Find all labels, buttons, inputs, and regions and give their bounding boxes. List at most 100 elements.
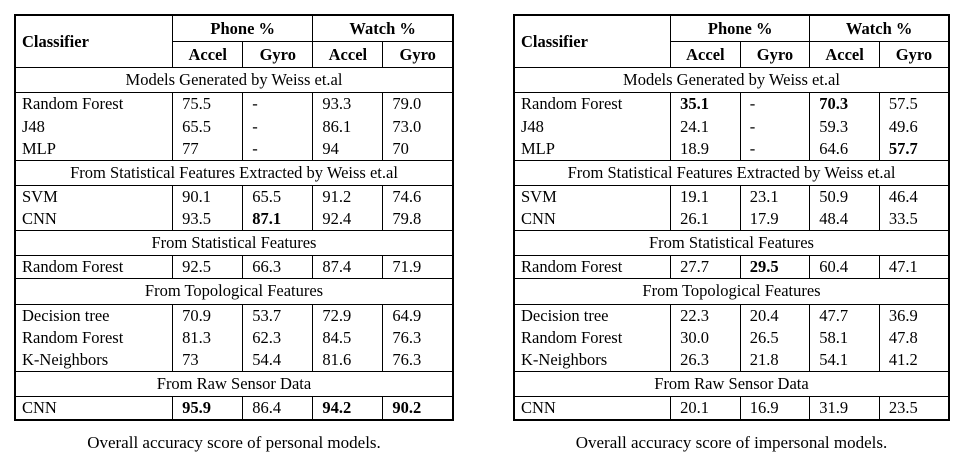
value-cell: 64.6 xyxy=(809,137,880,161)
value-cell: 20.4 xyxy=(739,304,811,327)
data-row: Random Forest 81.3 62.3 84.5 76.3 xyxy=(14,326,454,349)
value-cell: 73 xyxy=(172,348,244,372)
value-cell: 35.1 xyxy=(670,92,741,116)
value-cell: 84.5 xyxy=(312,326,384,349)
accel-column-header-0: Accel xyxy=(172,41,244,69)
data-row: Random Forest 30.0 26.5 58.1 47.8 xyxy=(513,326,950,349)
classifier-name-cell: MLP xyxy=(513,137,672,161)
personal-models-block: Classifier Phone % Watch % Accel Gyro Accel Gy… xyxy=(14,14,454,453)
value-cell: 26.3 xyxy=(670,348,741,372)
classifier-name-cell: K-Neighbors xyxy=(513,348,672,372)
section-title: From Statistical Features xyxy=(14,230,454,257)
section-title: Models Generated by Weiss et.al xyxy=(14,67,454,94)
classifier-name-cell: Random Forest xyxy=(513,92,672,116)
classifier-name-cell: J48 xyxy=(513,115,672,138)
value-cell: 30.0 xyxy=(670,326,741,349)
section-title: From Statistical Features xyxy=(513,230,950,257)
accel-column-header-2: Accel xyxy=(312,41,384,69)
value-cell: 86.4 xyxy=(242,396,314,421)
header-row-groups: Classifier Phone % Watch % xyxy=(14,14,454,69)
value-cell: 27.7 xyxy=(670,255,741,279)
gyro-column-header-3: Gyro xyxy=(878,41,950,69)
header-row-subcols: Accel Gyro Accel Gyro xyxy=(15,41,454,69)
value-cell: 70.9 xyxy=(172,304,244,327)
value-cell: 62.3 xyxy=(242,326,314,349)
classifier-name-cell: SVM xyxy=(513,185,672,208)
value-cell: 36.9 xyxy=(878,304,950,327)
impersonal-models-table: Classifier Phone % Watch % Accel Gyro Accel Gy… xyxy=(513,14,950,422)
value-cell: - xyxy=(242,115,314,138)
watch-group-header: Watch % xyxy=(809,14,950,43)
classifier-name-cell: Decision tree xyxy=(513,304,672,327)
value-cell: 76.3 xyxy=(382,326,454,349)
section-header-row: From Raw Sensor Data xyxy=(14,370,454,398)
classifier-name-cell: CNN xyxy=(513,396,672,421)
data-row: MLP 77-94 70 xyxy=(14,137,454,161)
value-cell: - xyxy=(242,92,314,116)
data-row: J48 24.1-59.3 49.6 xyxy=(513,115,950,138)
value-cell: 31.9 xyxy=(809,396,880,421)
value-cell: 49.6 xyxy=(878,115,950,138)
data-row: Random Forest 27.7 29.5 60.4 47.1 xyxy=(513,255,950,279)
value-cell: 71.9 xyxy=(382,255,454,279)
gyro-column-header-3: Gyro xyxy=(382,41,454,69)
value-cell: 95.9 xyxy=(172,396,244,421)
gyro-column-header-1: Gyro xyxy=(242,41,314,69)
value-cell: - xyxy=(739,115,811,138)
value-cell: 47.1 xyxy=(878,255,950,279)
value-cell: 54.4 xyxy=(242,348,314,372)
classifier-name-cell: CNN xyxy=(513,208,672,231)
value-cell: 73.0 xyxy=(382,115,454,138)
value-cell: 26.5 xyxy=(739,326,811,349)
header-row-groups: Classifier Phone % Watch % xyxy=(513,14,950,69)
value-cell: 19.1 xyxy=(670,185,741,208)
classifier-name-cell: Random Forest xyxy=(513,255,672,279)
personal-models-caption: Overall accuracy score of personal model… xyxy=(87,433,381,453)
value-cell: 33.5 xyxy=(878,208,950,231)
classifier-name-cell: CNN xyxy=(14,208,174,231)
classifier-column-header: Classifier xyxy=(513,14,672,69)
value-cell: 26.1 xyxy=(670,208,741,231)
value-cell: 18.9 xyxy=(670,137,741,161)
data-row: K-Neighbors 73 54.4 81.6 76.3 xyxy=(14,348,454,372)
section-header-row: From Statistical Features Extracted by W… xyxy=(14,159,454,186)
value-cell: 72.9 xyxy=(312,304,384,327)
data-row: CNN 20.1 16.9 31.9 23.5 xyxy=(513,396,950,421)
data-row: K-Neighbors 26.3 21.8 54.1 41.2 xyxy=(513,348,950,372)
classifier-name-cell: Decision tree xyxy=(14,304,174,327)
classifier-name-cell: Random Forest xyxy=(14,92,174,116)
value-cell: 60.4 xyxy=(809,255,880,279)
section-header-row: From Raw Sensor Data xyxy=(513,370,950,398)
section-title: From Topological Features xyxy=(513,278,950,305)
value-cell: 76.3 xyxy=(382,348,454,372)
data-row: J48 65.5-86.1 73.0 xyxy=(14,115,454,138)
section-header-row: Models Generated by Weiss et.al xyxy=(513,67,950,94)
value-cell: 87.4 xyxy=(312,255,384,279)
value-cell: 93.3 xyxy=(312,92,384,116)
section-header-row: From Statistical Features xyxy=(513,230,950,257)
section-header-row: From Topological Features xyxy=(513,278,950,305)
value-cell: 22.3 xyxy=(670,304,741,327)
value-cell: 79.8 xyxy=(382,208,454,231)
phone-group-header: Phone % xyxy=(670,14,811,43)
section-header-row: From Topological Features xyxy=(14,278,454,305)
classifier-name-cell: Random Forest xyxy=(14,255,174,279)
value-cell: 47.7 xyxy=(809,304,880,327)
value-cell: 54.1 xyxy=(809,348,880,372)
section-header-row: Models Generated by Weiss et.al xyxy=(14,67,454,94)
value-cell: 90.1 xyxy=(172,185,244,208)
value-cell: 92.5 xyxy=(172,255,244,279)
value-cell: 87.1 xyxy=(242,208,314,231)
data-row: CNN 93.5 87.1 92.4 79.8 xyxy=(14,208,454,231)
watch-group-header: Watch % xyxy=(312,14,454,43)
value-cell: 23.5 xyxy=(878,396,950,421)
value-cell: 75.5 xyxy=(172,92,244,116)
value-cell: 64.9 xyxy=(382,304,454,327)
data-row: Random Forest 35.1-70.3 57.5 xyxy=(513,92,950,116)
value-cell: 47.8 xyxy=(878,326,950,349)
value-cell: 53.7 xyxy=(242,304,314,327)
value-cell: - xyxy=(242,137,314,161)
value-cell: 81.3 xyxy=(172,326,244,349)
section-title: Models Generated by Weiss et.al xyxy=(513,67,950,94)
value-cell: 23.1 xyxy=(739,185,811,208)
